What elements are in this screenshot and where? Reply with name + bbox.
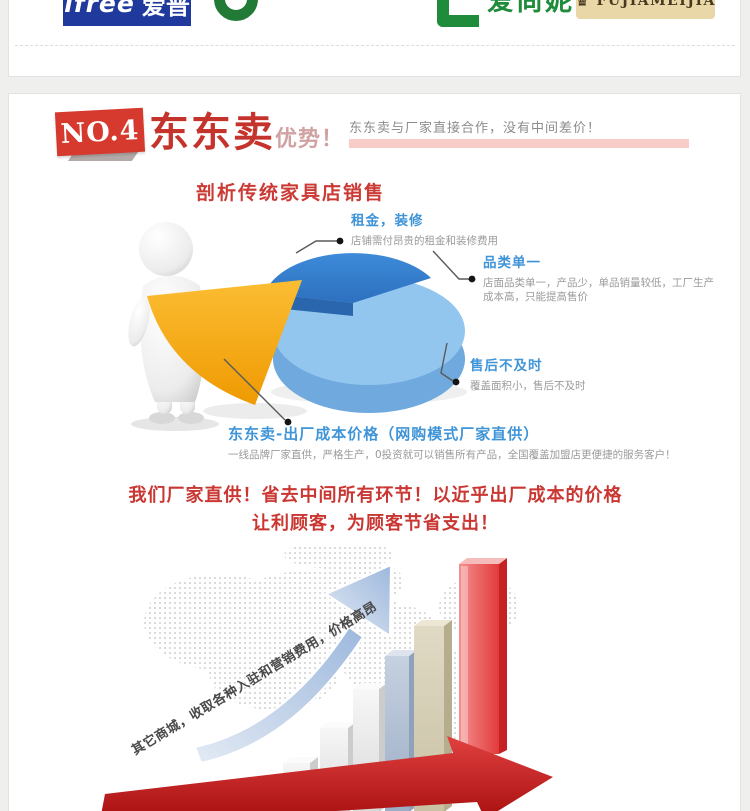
pie-main-segment xyxy=(273,277,465,413)
advantage-section-card: NO.4 东东卖 优势！ 东东卖与厂家直接合作，没有中间差价！ 剖析传统家具店销… xyxy=(8,93,741,811)
callout-category-title: 品类单一 xyxy=(483,255,541,271)
brand-strip-card: ifree 爱普 木匠天坤 爱尚妮 ♛ FUJIAMEIJIA xyxy=(8,0,741,77)
callout-aftersale: 售后不及时 覆盖面积小，售后不及时 xyxy=(470,357,700,393)
callout-dots xyxy=(284,237,476,426)
promo-line2: 让利顾客，为顾客节省支出！ xyxy=(252,512,499,534)
subtitle-underline xyxy=(349,139,689,148)
section-title-main: 东东卖 xyxy=(149,110,275,156)
dashed-divider xyxy=(15,45,735,46)
callout-lines xyxy=(223,240,469,421)
callout-rent-desc: 店铺需付昂贵的租金和装修费用 xyxy=(351,235,498,248)
logo-aishangni: 爱尚妮 xyxy=(487,0,574,17)
growth-chart-illustration: 其它商城，收取各种入驻和营销费用，价格高昂 xyxy=(101,547,553,811)
callout-factory-price: 东东卖-出厂成本价格（网购模式厂家直供） 一线品牌厂家直供，严格生产，0投资就可… xyxy=(228,424,698,462)
callout-rent-title: 租金，装修 xyxy=(351,213,424,229)
red-bottom-arrow xyxy=(101,736,553,811)
logo-ifree-latin: ifree xyxy=(64,0,135,18)
section-title-suffix: 优势！ xyxy=(275,127,345,152)
logo-ifree-cn: 爱普 xyxy=(141,0,190,20)
callout-factory-price-title: 东东卖-出厂成本价格（网购模式厂家直供） xyxy=(228,425,540,443)
logo-fujiameijia: ♛ FUJIAMEIJIA xyxy=(575,0,716,19)
analysis-title: 剖析传统家具店销售 xyxy=(196,182,386,204)
section-number-badge: NO.4 xyxy=(54,107,146,157)
callout-category-desc: 店面品类单一，产品少，单品销量较低，工厂生产成本高，只能提高售价 xyxy=(483,277,714,304)
logo-fujiameijia-text: FUJIAMEIJIA xyxy=(596,0,716,9)
logo-ring-icon xyxy=(214,0,258,21)
promo-line1: 我们厂家直供！省去中间所有环节！以近乎出厂成本的价格 xyxy=(128,485,623,506)
figure-shadow xyxy=(131,417,219,431)
logo-ifree: ifree 爱普 xyxy=(63,0,191,26)
swoosh-arrow xyxy=(193,563,393,765)
callout-aftersale-title: 售后不及时 xyxy=(470,358,543,374)
section-subtitle: 东东卖与厂家直接合作，没有中间差价！ xyxy=(349,121,602,136)
bar-red-highlight xyxy=(459,558,507,754)
logo-mujiang: 木匠天坤 xyxy=(269,0,377,5)
pie-pulled-slice xyxy=(147,280,302,405)
pie-diagram-illustration xyxy=(128,222,476,431)
callout-factory-price-desc: 一线品牌厂家直供，严格生产，0投资就可以销售所有产品，全国覆盖加盟店更便捷的服务… xyxy=(228,449,676,462)
callout-rent: 租金，装修 店铺需付昂贵的租金和装修费用 xyxy=(351,212,581,248)
promo-slogan: 我们厂家直供！省去中间所有环节！以近乎出厂成本的价格 让利顾客，为顾客节省支出！ xyxy=(9,482,740,538)
callout-category: 品类单一 店面品类单一，产品少，单品销量较低，工厂生产成本高，只能提高售价 xyxy=(483,254,733,305)
crown-icon: ♛ xyxy=(575,0,590,10)
figure-head xyxy=(139,222,193,276)
logo-bracket-icon xyxy=(437,0,479,27)
wedge-shadow xyxy=(203,403,307,419)
callout-aftersale-desc: 覆盖面积小，售后不及时 xyxy=(470,380,586,393)
